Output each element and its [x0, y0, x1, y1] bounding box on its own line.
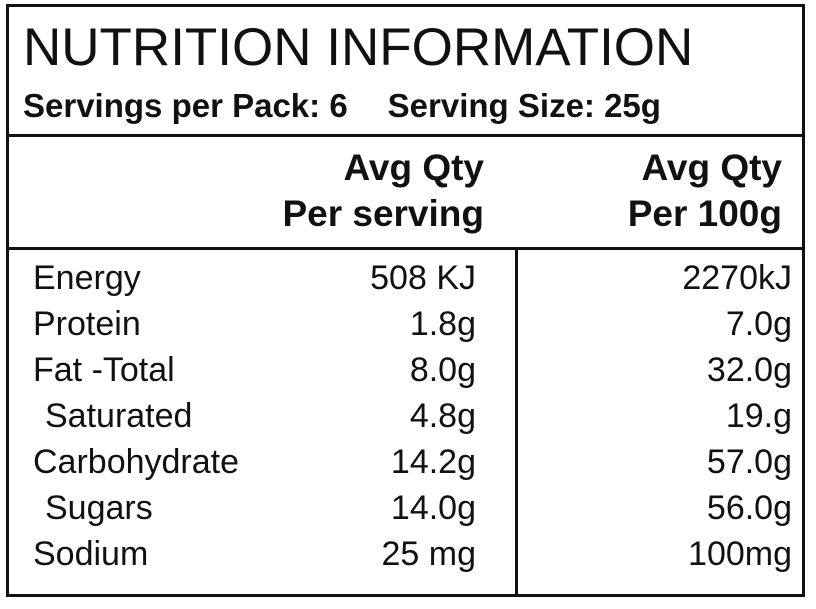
per-serving-value: 1.8g — [409, 305, 476, 343]
nutrient-label: Energy — [33, 259, 141, 297]
per-serving-value: 8.0g — [409, 351, 476, 389]
table-row: Energy 508 KJ 2270kJ — [9, 259, 802, 305]
nutrient-label: Sodium — [33, 535, 149, 573]
column-header-line: Avg Qty — [343, 147, 484, 188]
nutrient-table: Energy 508 KJ 2270kJ Protein 1.8g 7.0g Fat -To… — [9, 259, 802, 581]
nutrient-label: Protein — [33, 305, 141, 343]
column-divider — [515, 247, 518, 597]
column-header-divider — [9, 247, 802, 250]
table-row: Protein 1.8g 7.0g — [9, 305, 802, 351]
servings-per-pack: Servings per Pack: 6 — [23, 87, 348, 124]
servings-line: Servings per Pack: 6 Serving Size: 25g — [23, 87, 661, 125]
per-100g-value: 19.g — [725, 397, 792, 435]
table-row: Sodium 25 mg 100mg — [9, 535, 802, 581]
per-100g-value: 2270kJ — [682, 259, 792, 297]
column-header-per-100g: Avg Qty Per 100g — [628, 145, 782, 237]
serving-size: Serving Size: 25g — [387, 87, 661, 124]
column-header-line: Per serving — [282, 193, 484, 234]
nutrition-panel: NUTRITION INFORMATION Servings per Pack:… — [6, 4, 805, 597]
column-header-line: Avg Qty — [641, 147, 782, 188]
table-row: Sugars 14.0g 56.0g — [9, 489, 802, 535]
per-serving-value: 4.8g — [409, 397, 476, 435]
column-header-line: Per 100g — [627, 193, 782, 234]
table-row: Carbohydrate 14.2g 57.0g — [9, 443, 802, 489]
per-serving-value: 14.0g — [390, 489, 476, 527]
per-serving-value: 25 mg — [381, 535, 477, 573]
nutrient-label: Saturated — [45, 397, 193, 435]
header-divider — [9, 134, 802, 137]
per-100g-value: 100mg — [688, 535, 792, 573]
table-row: Fat -Total 8.0g 32.0g — [9, 351, 802, 397]
panel-title: NUTRITION INFORMATION — [23, 18, 694, 77]
per-100g-value: 7.0g — [725, 305, 792, 343]
nutrient-label: Sugars — [45, 489, 153, 527]
per-100g-value: 57.0g — [706, 443, 792, 481]
nutrient-label: Carbohydrate — [33, 443, 240, 481]
column-header-per-serving: Avg Qty Per serving — [282, 145, 484, 237]
table-row: Saturated 4.8g 19.g — [9, 397, 802, 443]
per-100g-value: 56.0g — [706, 489, 792, 527]
nutrient-label: Fat -Total — [33, 351, 175, 389]
per-serving-value: 508 KJ — [370, 259, 476, 297]
per-100g-value: 32.0g — [706, 351, 792, 389]
per-serving-value: 14.2g — [390, 443, 476, 481]
